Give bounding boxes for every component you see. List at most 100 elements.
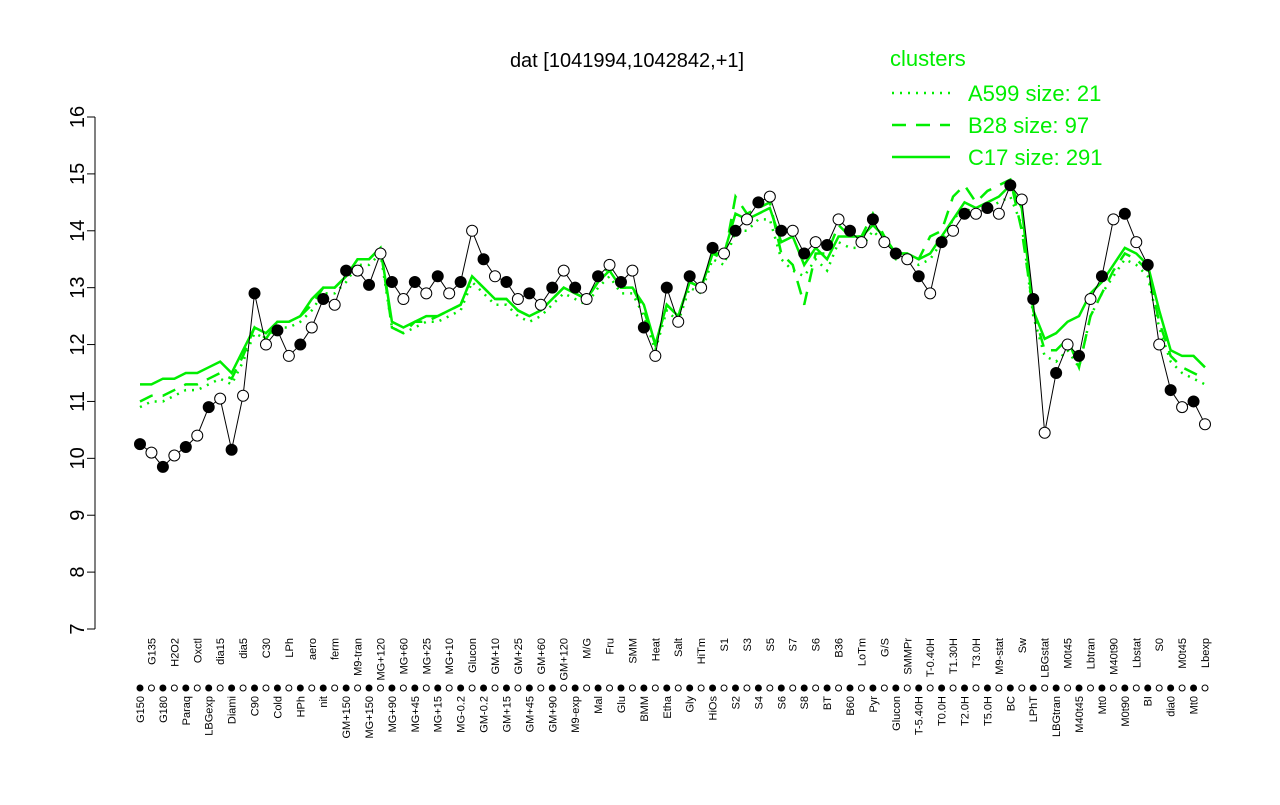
data-point <box>248 287 261 300</box>
data-point <box>271 324 284 337</box>
data-point <box>431 270 444 283</box>
x-tick-label: M0t45 <box>1177 638 1189 669</box>
category-dot <box>228 684 236 692</box>
category-dot <box>193 684 201 692</box>
data-point <box>775 224 788 237</box>
x-tick-label: S0 <box>1154 638 1166 651</box>
category-dot <box>548 684 556 692</box>
category-dot <box>1052 684 1060 692</box>
data-point <box>992 207 1005 220</box>
data-point <box>214 392 227 405</box>
y-tick-label: 12 <box>67 333 89 355</box>
data-point <box>1038 426 1051 439</box>
category-dot <box>995 684 1003 692</box>
x-tick-label: Gly <box>685 696 697 713</box>
category-dot <box>1201 684 1209 692</box>
x-tick-label: T5.0H <box>982 696 994 726</box>
y-tick-label: 7 <box>67 623 89 634</box>
x-tick-label: Glu <box>616 696 628 713</box>
data-point <box>374 247 387 260</box>
x-tick-label: Fru <box>605 638 617 655</box>
x-tick-label: Mt0 <box>1097 696 1109 714</box>
category-dot <box>789 684 797 692</box>
data-point <box>1187 395 1200 408</box>
category-dot <box>880 684 888 692</box>
category-dot <box>583 684 591 692</box>
category-dot <box>766 684 774 692</box>
x-tick-label: S6 <box>776 696 788 709</box>
category-dot <box>731 684 739 692</box>
x-tick-label: dia15 <box>215 638 227 665</box>
data-point <box>649 349 662 362</box>
x-tick-label: S8 <box>799 696 811 709</box>
x-tick-label: M40t90 <box>1108 638 1120 675</box>
data-point <box>134 438 146 451</box>
data-point <box>889 247 902 260</box>
data-point <box>592 270 605 283</box>
x-tick-label: GM+45 <box>524 696 536 732</box>
x-tick-label: T-5.40H <box>914 696 926 735</box>
category-dot <box>1006 684 1014 692</box>
category-dot <box>136 684 144 692</box>
data-point <box>821 239 834 251</box>
legend-label: B28 size: 97 <box>968 113 1089 138</box>
category-dot <box>342 684 350 692</box>
category-dot <box>1144 684 1152 692</box>
data-point <box>947 224 960 237</box>
x-tick-label: Oxctl <box>192 638 204 663</box>
category-dot <box>697 684 705 692</box>
x-tick-label: GM+120 <box>559 638 571 681</box>
y-tick-label: 9 <box>67 510 89 521</box>
category-dot <box>205 684 213 692</box>
category-dot <box>296 684 304 692</box>
category-dot <box>594 684 602 692</box>
data-point <box>969 207 982 220</box>
x-tick-label: BI <box>1143 696 1155 706</box>
data-point <box>534 298 547 311</box>
data-point <box>477 253 490 266</box>
data-point <box>305 321 318 334</box>
x-tick-label: T2.0H <box>960 696 972 726</box>
data-point <box>729 224 742 237</box>
data-point <box>385 275 398 288</box>
category-dot <box>159 684 167 692</box>
data-point <box>259 338 272 351</box>
category-dot <box>709 684 717 692</box>
category-dot <box>823 684 831 692</box>
data-point <box>294 338 307 351</box>
data-point <box>397 293 410 306</box>
x-tick-label: Lbexp <box>1200 638 1212 668</box>
category-dot <box>571 684 579 692</box>
category-dot <box>949 684 957 692</box>
category-dot <box>1109 684 1117 692</box>
x-tick-label: BC <box>1005 696 1017 711</box>
data-point <box>763 190 776 203</box>
category-dot <box>1132 684 1140 692</box>
x-tick-label: HiTm <box>696 638 708 664</box>
x-tick-label: S6 <box>811 638 823 651</box>
data-point <box>557 264 570 277</box>
category-dot <box>754 684 762 692</box>
data-point <box>752 196 765 209</box>
data-point <box>683 270 696 283</box>
data-point <box>1073 349 1086 362</box>
data-point <box>363 278 376 291</box>
data-point <box>1095 270 1108 283</box>
data-point <box>1164 384 1177 397</box>
x-tick-label: MG+45 <box>410 696 422 732</box>
x-tick-label: SMMPr <box>902 638 914 675</box>
category-dot <box>1190 684 1198 692</box>
data-point <box>1130 236 1143 249</box>
x-tick-label: Glucon <box>467 638 479 673</box>
category-dot <box>686 684 694 692</box>
data-point <box>912 270 925 283</box>
x-tick-label: M0t45 <box>1063 638 1075 669</box>
x-tick-label: M9-stat <box>994 638 1006 675</box>
category-dot <box>502 684 510 692</box>
x-tick-label: M/G <box>582 638 594 659</box>
x-tick-label: Pyr <box>868 696 880 713</box>
category-dot <box>239 684 247 692</box>
data-point <box>1107 213 1120 226</box>
x-tick-label: G180 <box>158 696 170 723</box>
category-dot <box>903 684 911 692</box>
